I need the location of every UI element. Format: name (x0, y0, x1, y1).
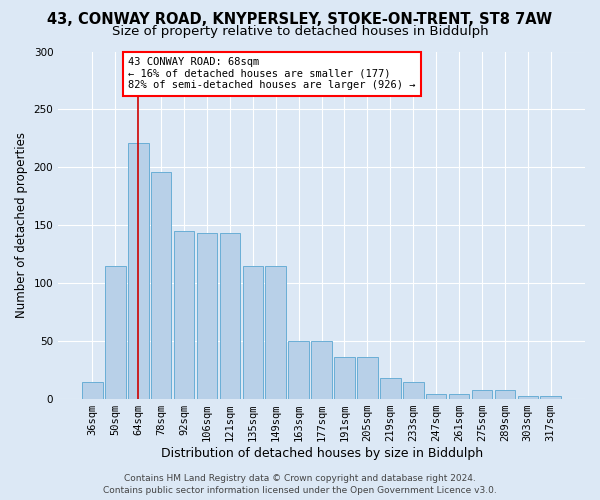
Bar (82, 382, 103, 399)
Bar (128, 143, 149, 399)
Text: Contains HM Land Registry data © Crown copyright and database right 2024.
Contai: Contains HM Land Registry data © Crown c… (103, 474, 497, 495)
Bar (174, 231, 194, 399)
Text: 43 CONWAY ROAD: 68sqm
← 16% of detached houses are smaller (177)
82% of semi-det: 43 CONWAY ROAD: 68sqm ← 16% of detached … (128, 58, 415, 90)
Text: Size of property relative to detached houses in Biddulph: Size of property relative to detached ho… (112, 25, 488, 38)
Bar (472, 390, 493, 399)
Bar (197, 234, 217, 399)
Text: 43, CONWAY ROAD, KNYPERSLEY, STOKE-ON-TRENT, ST8 7AW: 43, CONWAY ROAD, KNYPERSLEY, STOKE-ON-TR… (47, 12, 553, 28)
Bar (265, 266, 286, 399)
Bar (105, 266, 125, 399)
Bar (380, 378, 401, 399)
Y-axis label: Number of detached properties: Number of detached properties (15, 132, 28, 318)
Bar (518, 396, 538, 399)
Bar (151, 172, 172, 399)
Bar (494, 390, 515, 399)
X-axis label: Distribution of detached houses by size in Biddulph: Distribution of detached houses by size … (161, 447, 482, 460)
Bar (449, 394, 469, 399)
Bar (541, 396, 561, 399)
Bar (357, 358, 378, 399)
Bar (220, 234, 240, 399)
Bar (426, 394, 446, 399)
Bar (334, 358, 355, 399)
Bar (289, 341, 309, 399)
Bar (311, 341, 332, 399)
Bar (403, 382, 424, 399)
Bar (242, 266, 263, 399)
